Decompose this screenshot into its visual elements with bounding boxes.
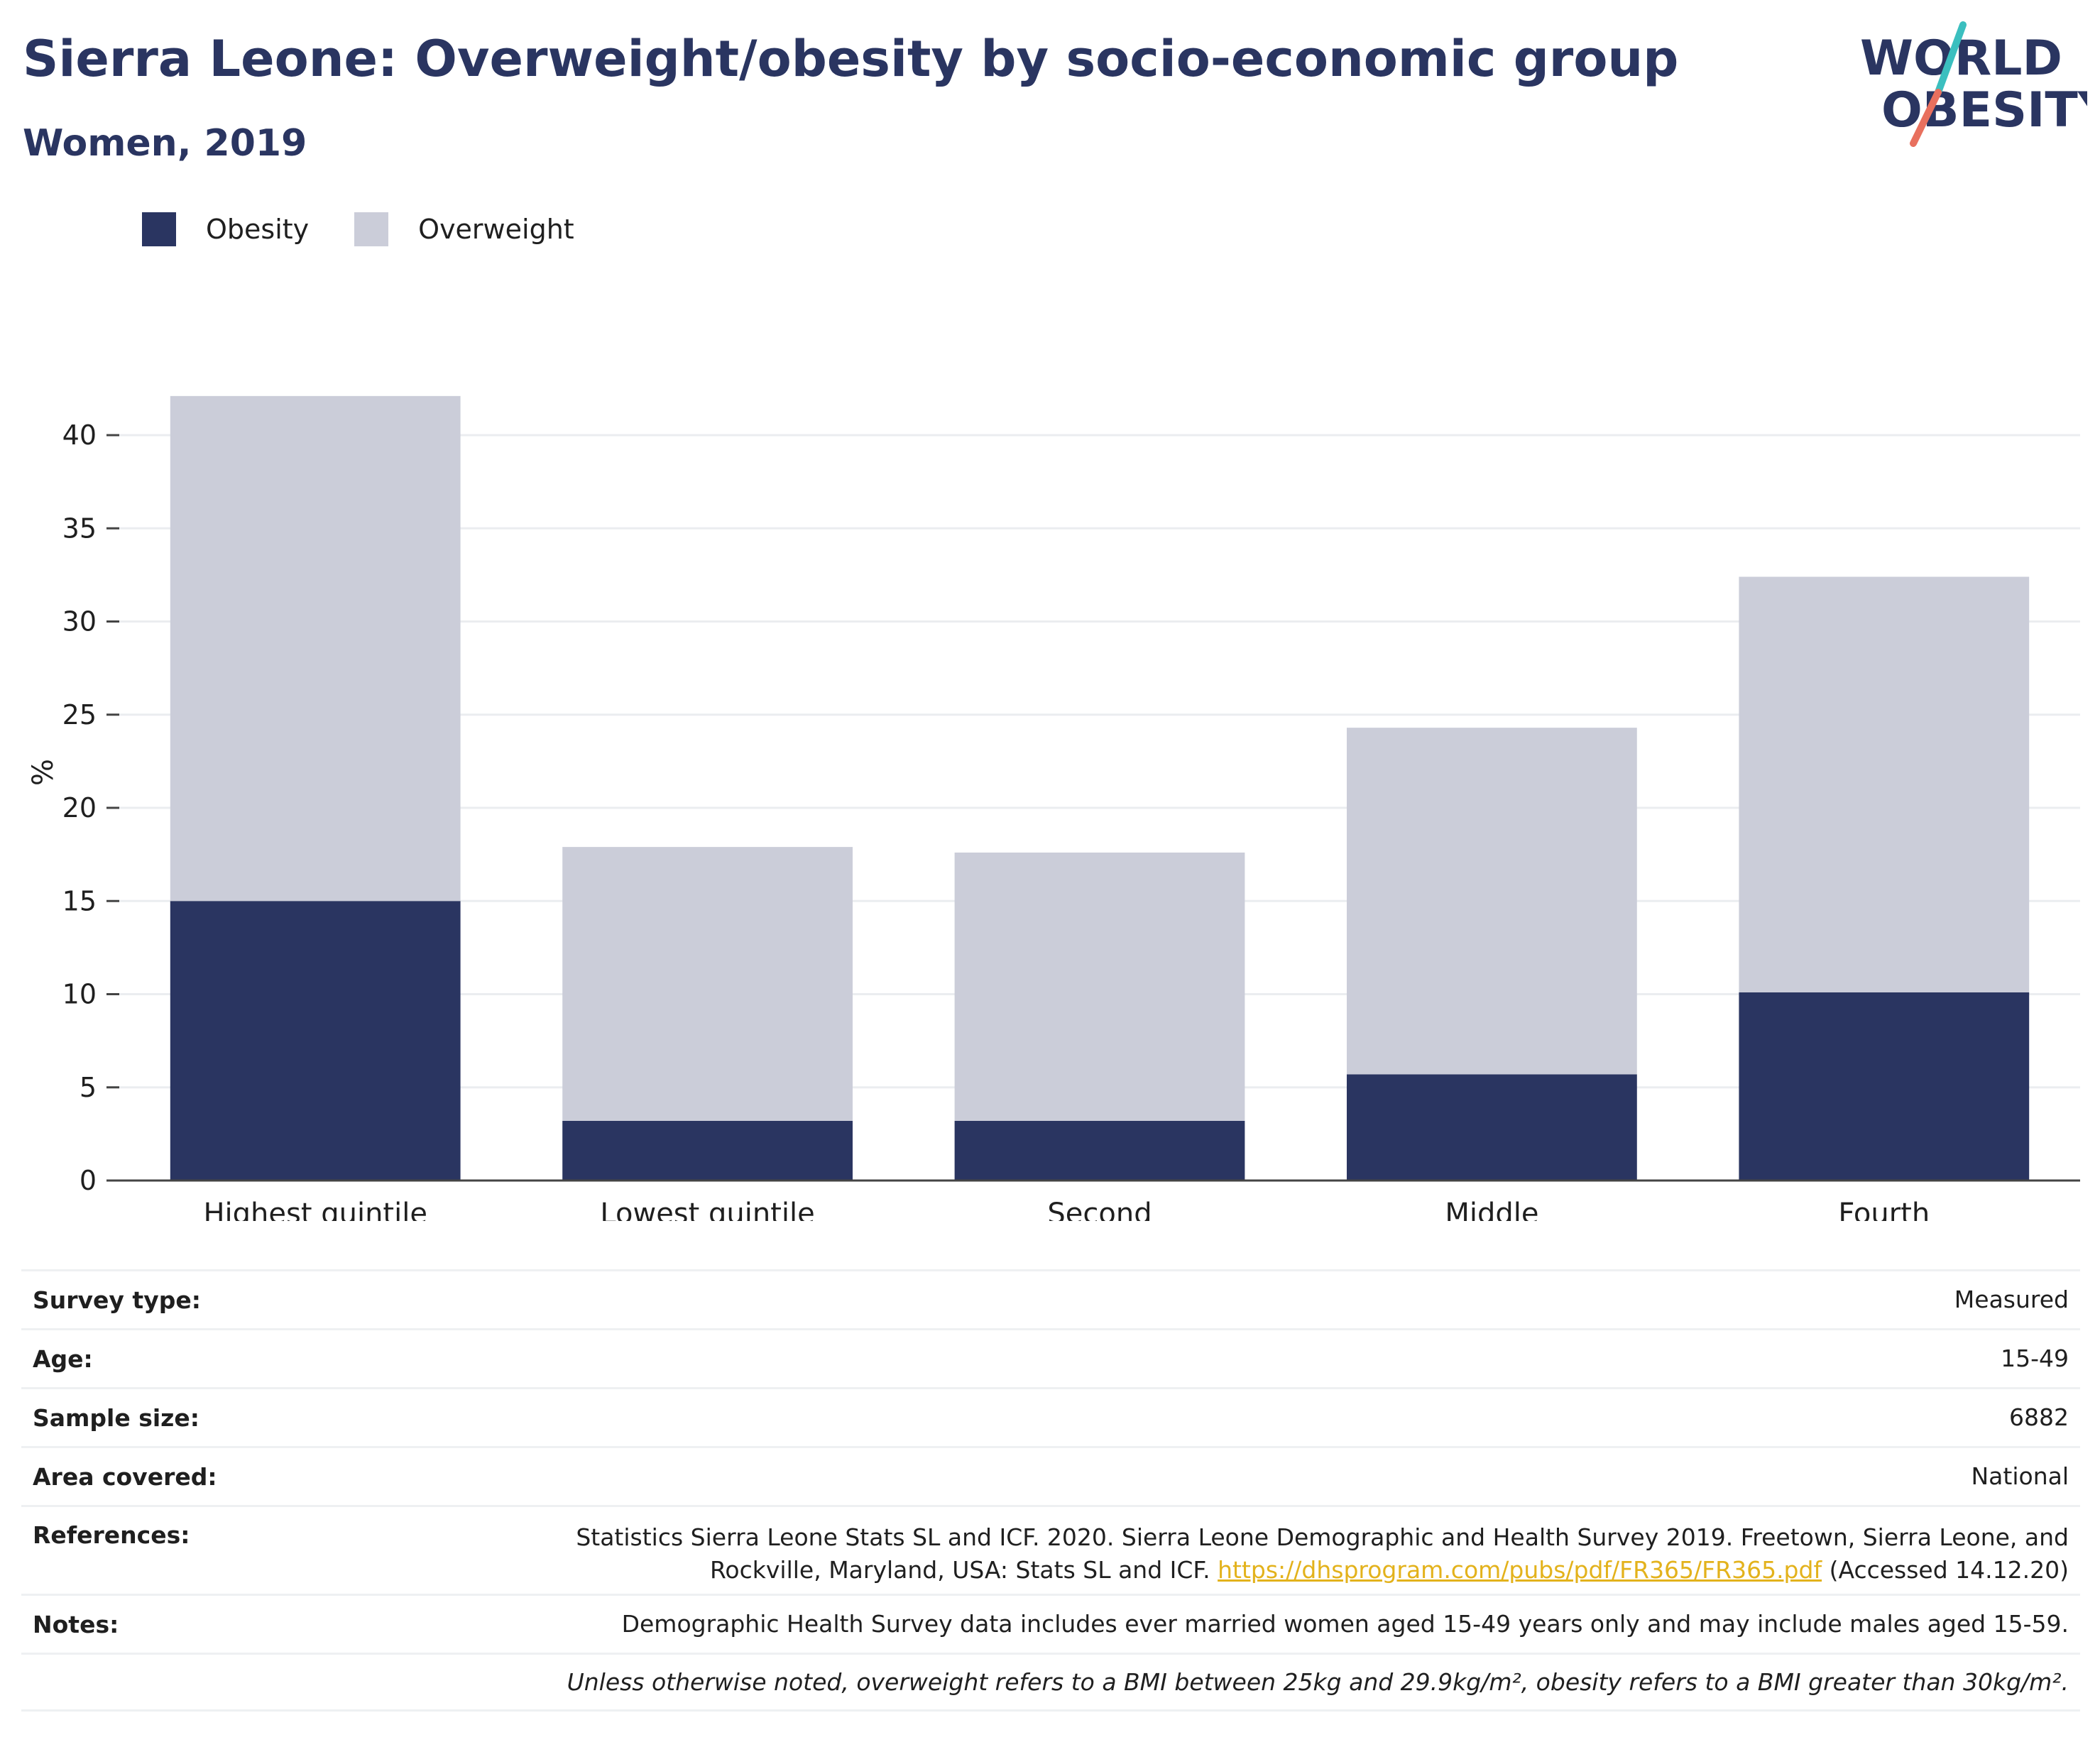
reference-text-line1: Statistics Sierra Leone Stats SL and ICF… — [576, 1523, 2069, 1551]
meta-row-definition: Unless otherwise noted, overweight refer… — [21, 1653, 2080, 1712]
y-tick-label-25: 25 — [62, 699, 97, 730]
y-tick-label-40: 40 — [62, 420, 97, 451]
y-tick-label-15: 15 — [62, 885, 97, 916]
meta-row-sample-size: Sample size: 6882 — [21, 1387, 2080, 1446]
meta-row-age: Age: 15-49 — [21, 1328, 2080, 1387]
reference-text-line2: Rockville, Maryland, USA: Stats SL and I… — [709, 1555, 1210, 1584]
logo-line2: OBESITY — [1881, 82, 2087, 138]
bar-obesity-highest-quintile — [170, 901, 461, 1181]
x-tick-label-middle: Middle — [1445, 1198, 1538, 1221]
page-title: Sierra Leone: Overweight/obesity by soci… — [23, 30, 1679, 88]
stacked-bar-chart: 0 5 10 15 20 25 30 35 40% Highest quintile Lowest … — [27, 395, 2080, 1221]
bar-obesity-fourth — [1739, 992, 2030, 1181]
chart-legend: Obesity Overweight — [142, 212, 620, 247]
meta-label-sample-size: Sample size: — [33, 1403, 199, 1432]
x-tick-label-highest-quintile: Highest quintile — [203, 1198, 427, 1221]
meta-label-references: References: — [33, 1521, 190, 1549]
x-tick-label-lowest-quintile: Lowest quintile — [600, 1198, 814, 1221]
meta-row-area: Area covered: National — [21, 1446, 2080, 1505]
meta-value-references: Statistics Sierra Leone Stats SL and ICF… — [576, 1521, 2069, 1586]
meta-row-notes: Notes: Demographic Health Survey data in… — [21, 1594, 2080, 1653]
x-tick-label-second: Second — [1047, 1198, 1152, 1221]
bar-overweight-lowest-quintile — [562, 847, 853, 1121]
legend-swatch-overweight — [354, 212, 389, 246]
meta-label-area: Area covered: — [33, 1462, 217, 1491]
y-tick-label-35: 35 — [62, 513, 97, 544]
meta-value-age: 15-49 — [2001, 1345, 2069, 1373]
meta-value-sample-size: 6882 — [2009, 1403, 2069, 1432]
bar-obesity-lowest-quintile — [562, 1121, 853, 1181]
meta-label-notes: Notes: — [33, 1610, 119, 1638]
meta-label-age: Age: — [33, 1345, 93, 1373]
meta-label-survey-type: Survey type: — [33, 1286, 201, 1314]
meta-row-survey-type: Survey type: Measured — [21, 1269, 2080, 1328]
legend-label-overweight: Overweight — [418, 214, 574, 245]
y-tick-label-0: 0 — [80, 1165, 97, 1196]
meta-value-definition: Unless otherwise noted, overweight refer… — [567, 1667, 2069, 1696]
reference-link[interactable]: https://dhsprogram.com/pubs/pdf/FR365/FR… — [1218, 1555, 1822, 1584]
meta-value-notes: Demographic Health Survey data includes … — [621, 1610, 2069, 1638]
x-tick-label-fourth: Fourth — [1838, 1198, 1930, 1221]
logo-slash-coral — [1910, 89, 1942, 147]
bar-overweight-highest-quintile — [170, 395, 461, 902]
y-tick-label-10: 10 — [62, 979, 97, 1010]
legend-swatch-obesity — [142, 212, 176, 246]
bar-overweight-fourth — [1739, 576, 2030, 992]
bar-overweight-second — [954, 853, 1245, 1121]
legend-label-obesity: Obesity — [206, 214, 310, 245]
y-tick-label-20: 20 — [62, 792, 97, 823]
world-obesity-logo: WORLD OBESITY — [1860, 21, 2087, 147]
logo-slash-teal — [1935, 21, 1967, 96]
survey-metadata-table: Survey type: Measured Age: 15-49 Sample … — [21, 1269, 2080, 1712]
meta-value-area: National — [1971, 1462, 2069, 1491]
reference-accessed: (Accessed 14.12.20) — [1829, 1555, 2069, 1584]
legend-item-obesity[interactable]: Obesity — [142, 212, 309, 246]
bar-obesity-second — [954, 1121, 1245, 1181]
page-subtitle: Women, 2019 — [23, 122, 307, 165]
y-tick-label-30: 30 — [62, 606, 97, 637]
legend-item-overweight[interactable]: Overweight — [354, 212, 574, 246]
y-tick-label-5: 5 — [80, 1072, 97, 1103]
bar-obesity-middle — [1347, 1074, 1637, 1181]
meta-row-references: References: Statistics Sierra Leone Stat… — [21, 1505, 2080, 1594]
y-axis-label: % — [27, 759, 60, 786]
bar-overweight-middle — [1347, 728, 1637, 1075]
meta-value-survey-type: Measured — [1954, 1286, 2069, 1314]
